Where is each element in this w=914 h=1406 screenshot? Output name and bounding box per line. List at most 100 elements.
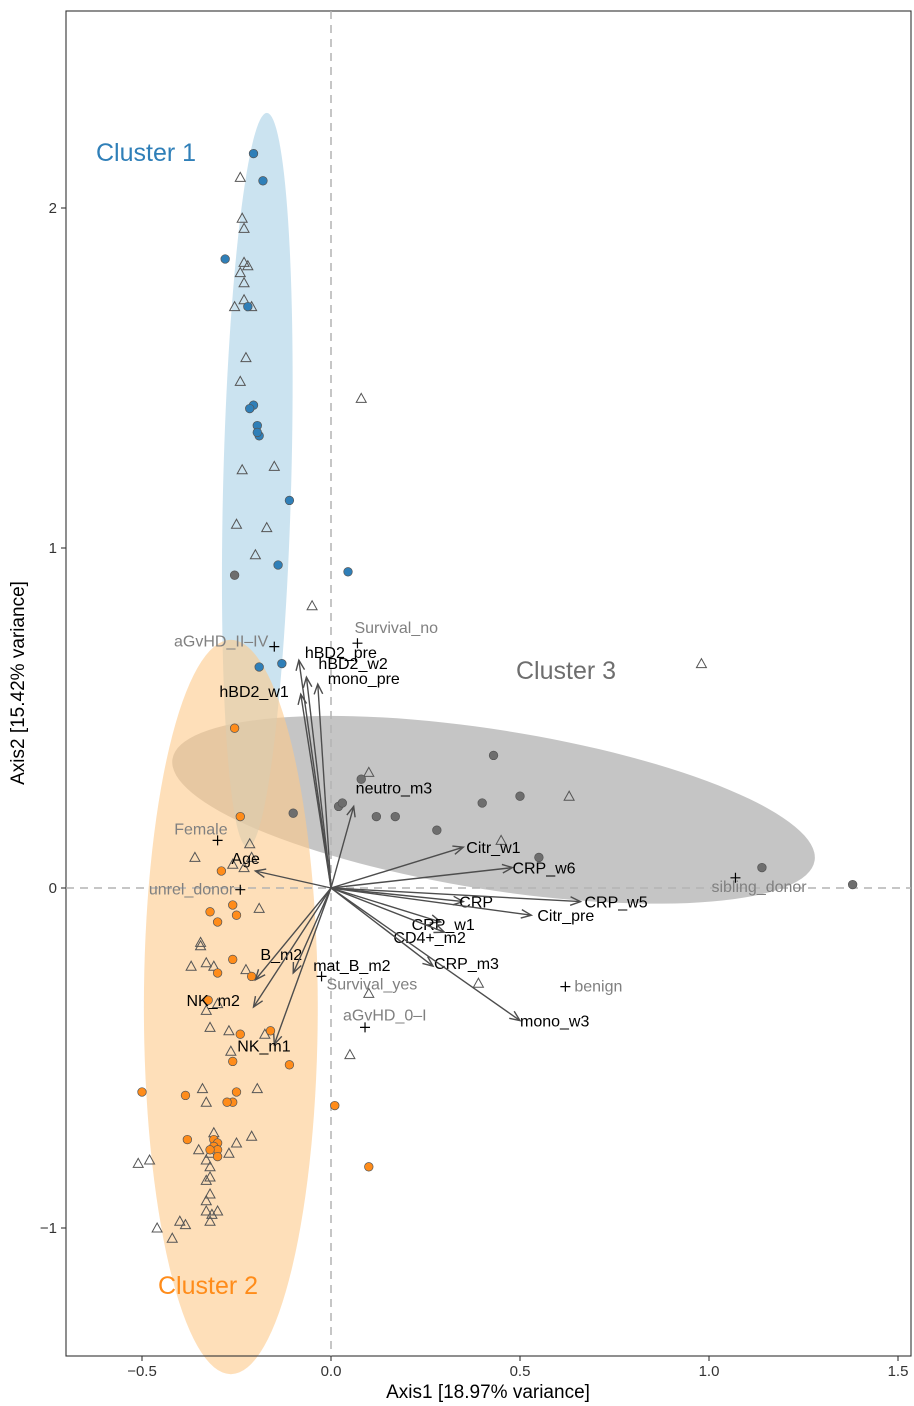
triangle-point bbox=[362, 766, 375, 777]
loading-CRP_w1: CRP_w1 bbox=[330, 887, 475, 934]
triangle-point bbox=[495, 834, 507, 845]
y-tick-label: 0 bbox=[49, 880, 57, 897]
loading-label: neutro_m3 bbox=[356, 780, 433, 797]
triangle-point bbox=[241, 259, 254, 271]
plus-marker bbox=[560, 981, 571, 992]
x-tick-label: 1.0 bbox=[699, 1363, 720, 1380]
loading-arrow-line bbox=[317, 683, 332, 889]
loading-label: Citr_w1 bbox=[466, 840, 520, 857]
loading-label: hBD2_w1 bbox=[219, 684, 288, 701]
cluster-1-point bbox=[243, 301, 253, 312]
triangle-point bbox=[224, 1045, 237, 1056]
supplementary-benign: benign bbox=[560, 979, 622, 996]
loading-arrow-head bbox=[302, 675, 313, 688]
supplementary-sibling_donor: sibling_donor bbox=[711, 872, 807, 896]
triangle-point bbox=[238, 222, 250, 233]
loading-hBD2_w2: hBD2_w2 bbox=[302, 656, 388, 889]
plot-panel-border bbox=[65, 10, 912, 1357]
triangle-point bbox=[179, 1218, 192, 1230]
cluster-2-point bbox=[364, 1162, 374, 1172]
supplementary-Female: Female bbox=[174, 821, 228, 846]
cluster-3-point bbox=[288, 808, 298, 818]
supplementary-label: Female bbox=[174, 821, 227, 838]
supplementary-label: aGvHD_II–IV bbox=[174, 634, 269, 651]
loading-arrow-head bbox=[297, 692, 308, 706]
triangle-point bbox=[200, 1204, 213, 1216]
cluster-2-point bbox=[246, 971, 257, 982]
cluster-1-point bbox=[273, 560, 283, 570]
triangle-point bbox=[194, 936, 207, 947]
plus-marker bbox=[352, 638, 363, 649]
cluster-2-label: Cluster 2 bbox=[158, 1272, 258, 1300]
triangle-point bbox=[173, 1215, 186, 1226]
loading-arrow-line bbox=[330, 887, 464, 903]
triangle-point bbox=[200, 1153, 213, 1165]
x-tick-label: 1.5 bbox=[888, 1363, 909, 1380]
loading-arrow-line bbox=[273, 887, 332, 1045]
cluster-2-point bbox=[330, 1100, 340, 1111]
loading-arrow-head bbox=[313, 682, 324, 695]
supplementary-aGvHD_II–IV: aGvHD_II–IV bbox=[174, 634, 280, 652]
plus-marker bbox=[730, 872, 741, 883]
triangle-point bbox=[306, 599, 318, 611]
triangle-point bbox=[251, 1082, 264, 1094]
loading-Age: Age bbox=[231, 851, 332, 889]
cluster-1-point bbox=[252, 427, 262, 438]
loading-label: Citr_pre bbox=[537, 908, 594, 925]
triangle-point bbox=[185, 960, 197, 971]
cluster-3-point bbox=[371, 811, 382, 822]
loading-label: mat_B_m2 bbox=[313, 958, 390, 975]
plus-marker bbox=[235, 884, 246, 895]
triangle-point bbox=[245, 851, 258, 862]
cluster-1-point bbox=[245, 403, 255, 414]
supplementary-label: Survival_no bbox=[354, 620, 438, 637]
triangle-point bbox=[236, 463, 249, 475]
x-axis-title: Axis1 [18.97% variance] bbox=[386, 1382, 590, 1403]
loading-arrow-head bbox=[569, 896, 583, 906]
triangle-point bbox=[234, 266, 247, 278]
cluster-3-point bbox=[477, 798, 487, 808]
loading-mat_B_m2: mat_B_m2 bbox=[292, 887, 391, 975]
triangle-point bbox=[196, 1082, 209, 1094]
loading-label: mono_pre bbox=[328, 671, 400, 688]
cluster-1-point bbox=[220, 254, 230, 264]
cluster-3-point bbox=[337, 798, 347, 808]
y-tick-label: 2 bbox=[49, 200, 57, 217]
cluster-1-label: Cluster 1 bbox=[96, 139, 196, 167]
loading-label: mono_w3 bbox=[520, 1014, 589, 1031]
cluster-3-label: Cluster 3 bbox=[516, 657, 616, 685]
cluster-3-point bbox=[356, 774, 366, 784]
loading-label: hBD2_pre bbox=[305, 645, 377, 662]
loading-arrow-head bbox=[452, 845, 466, 855]
triangle-point bbox=[200, 1096, 213, 1107]
loading-arrow-head bbox=[295, 658, 306, 672]
cluster-2-point bbox=[228, 900, 238, 910]
cluster-2-point bbox=[231, 910, 242, 920]
loading-arrow-line bbox=[330, 846, 464, 889]
cluster-1-point bbox=[254, 662, 264, 672]
loading-arrow-line bbox=[330, 887, 434, 967]
triangle-point bbox=[260, 521, 273, 533]
cluster-labels: Cluster 1 Cluster 2 Cluster 3 bbox=[96, 139, 616, 1300]
cluster-3-point bbox=[515, 791, 525, 801]
triangle-point bbox=[132, 1157, 145, 1168]
cluster-1-point bbox=[258, 176, 268, 186]
supplementary-label: Survival_yes bbox=[327, 976, 418, 993]
triangle-point bbox=[472, 977, 485, 988]
loading-NK_m2: NK_m2 bbox=[187, 887, 332, 1010]
triangle-point bbox=[207, 960, 220, 971]
triangle-point bbox=[223, 1024, 235, 1036]
triangle-point bbox=[245, 1130, 258, 1141]
triangle-point bbox=[238, 276, 250, 288]
cluster-2-point bbox=[235, 811, 245, 822]
loading-arrow-head bbox=[422, 956, 435, 968]
triangle-point bbox=[236, 212, 249, 223]
loading-arrow-line bbox=[330, 887, 532, 916]
loading-Citr_pre: Citr_pre bbox=[330, 887, 594, 925]
loading-label: Age bbox=[231, 851, 260, 868]
cluster-2-point bbox=[212, 1151, 223, 1162]
cluster-2-point bbox=[216, 866, 227, 876]
triangle-point bbox=[695, 657, 708, 669]
